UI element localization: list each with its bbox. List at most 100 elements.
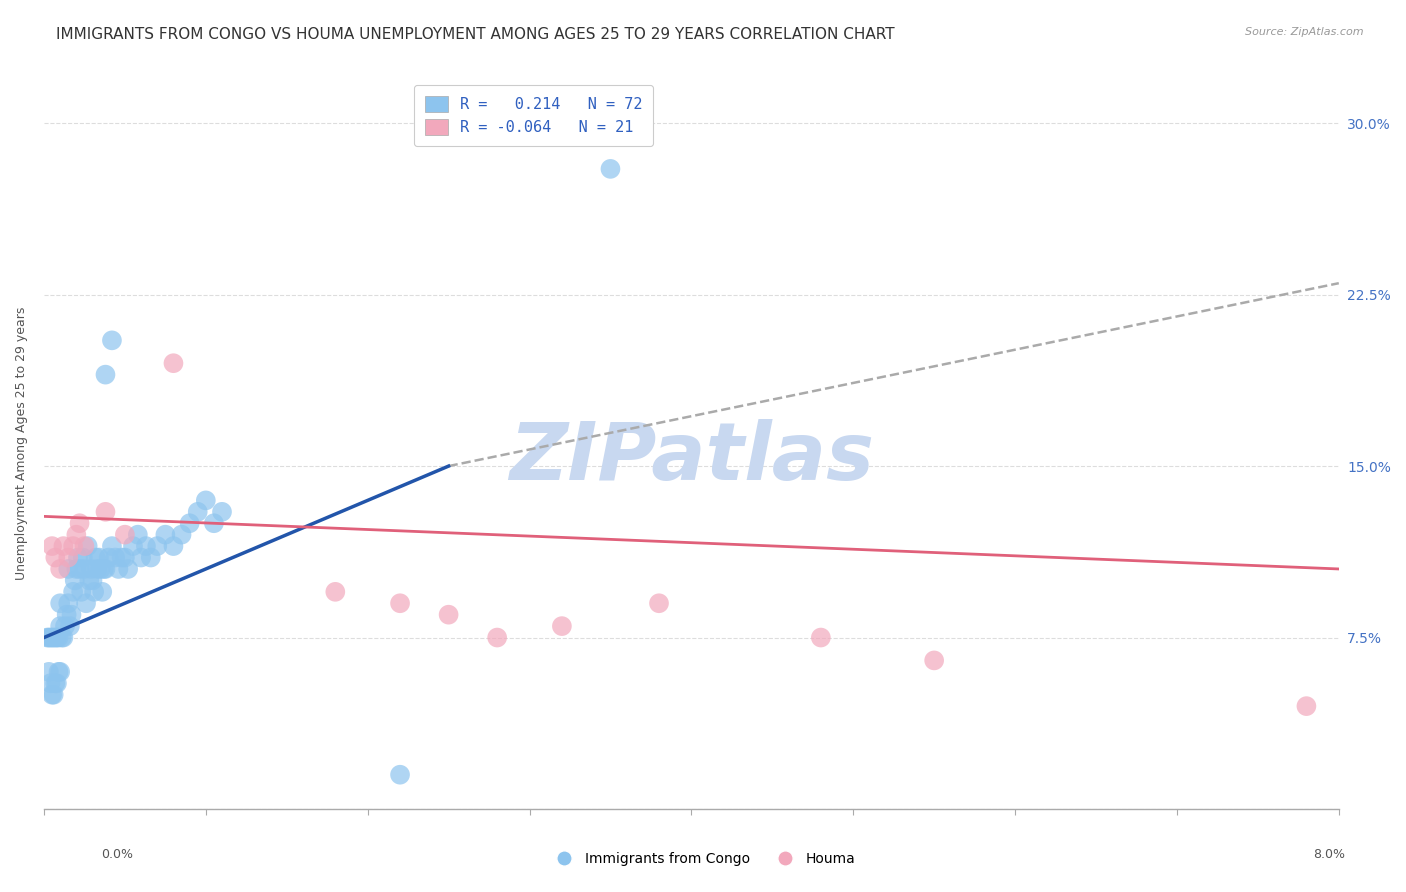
Point — [194, 493, 217, 508]
Point — [94, 368, 117, 382]
Point — [389, 596, 412, 610]
Legend: Immigrants from Congo, Houma: Immigrants from Congo, Houma — [546, 847, 860, 871]
Point — [82, 574, 104, 588]
Point — [114, 527, 136, 541]
Text: Source: ZipAtlas.com: Source: ZipAtlas.com — [1246, 27, 1364, 37]
Point — [93, 562, 115, 576]
Point — [63, 574, 86, 588]
Point — [65, 562, 87, 576]
Point — [179, 516, 201, 531]
Point — [58, 550, 80, 565]
Point — [48, 665, 70, 679]
Point — [38, 631, 60, 645]
Point — [87, 550, 110, 565]
Point — [49, 619, 72, 633]
Point — [52, 631, 75, 645]
Point — [90, 562, 112, 576]
Text: 0.0%: 0.0% — [101, 848, 132, 861]
Point — [69, 562, 91, 576]
Point — [48, 631, 70, 645]
Point — [94, 505, 117, 519]
Text: IMMIGRANTS FROM CONGO VS HOUMA UNEMPLOYMENT AMONG AGES 25 TO 29 YEARS CORRELATIO: IMMIGRANTS FROM CONGO VS HOUMA UNEMPLOYM… — [56, 27, 894, 42]
Point — [114, 550, 136, 565]
Point — [73, 539, 96, 553]
Point — [53, 619, 76, 633]
Point — [44, 550, 66, 565]
Point — [65, 527, 87, 541]
Point — [1295, 699, 1317, 714]
Point — [146, 539, 169, 553]
Point — [122, 539, 145, 553]
Y-axis label: Unemployment Among Ages 25 to 29 years: Unemployment Among Ages 25 to 29 years — [15, 307, 28, 580]
Point — [51, 631, 73, 645]
Point — [389, 768, 412, 782]
Point — [162, 356, 184, 370]
Point — [111, 550, 134, 565]
Point — [66, 550, 89, 565]
Point — [486, 631, 509, 645]
Point — [127, 527, 149, 541]
Point — [75, 596, 97, 610]
Point — [648, 596, 671, 610]
Text: 8.0%: 8.0% — [1313, 848, 1344, 861]
Point — [187, 505, 209, 519]
Point — [70, 584, 93, 599]
Point — [55, 607, 77, 622]
Point — [83, 584, 105, 599]
Point — [79, 574, 101, 588]
Point — [37, 631, 59, 645]
Point — [76, 539, 98, 553]
Point — [59, 619, 82, 633]
Point — [94, 562, 117, 576]
Point — [101, 539, 124, 553]
Point — [41, 631, 63, 645]
Point — [80, 562, 103, 576]
Point — [69, 516, 91, 531]
Point — [49, 596, 72, 610]
Point — [42, 631, 65, 645]
Point — [135, 539, 157, 553]
Point — [211, 505, 233, 519]
Point — [58, 562, 80, 576]
Point — [202, 516, 225, 531]
Point — [52, 539, 75, 553]
Point — [155, 527, 177, 541]
Legend: R =   0.214   N = 72, R = -0.064   N = 21: R = 0.214 N = 72, R = -0.064 N = 21 — [415, 85, 654, 146]
Point — [45, 676, 67, 690]
Text: ZIPatlas: ZIPatlas — [509, 419, 875, 497]
Point — [49, 562, 72, 576]
Point — [323, 584, 346, 599]
Point — [39, 676, 62, 690]
Point — [922, 653, 945, 667]
Point — [72, 550, 94, 565]
Point — [599, 161, 621, 176]
Point — [58, 596, 80, 610]
Point — [60, 607, 83, 622]
Point — [44, 631, 66, 645]
Point — [84, 550, 107, 565]
Point — [170, 527, 193, 541]
Point — [86, 562, 108, 576]
Point — [129, 550, 152, 565]
Point — [101, 334, 124, 348]
Point — [41, 688, 63, 702]
Point — [117, 562, 139, 576]
Point — [107, 562, 129, 576]
Point — [42, 688, 65, 702]
Point — [49, 665, 72, 679]
Point — [551, 619, 574, 633]
Point — [97, 550, 120, 565]
Point — [41, 539, 63, 553]
Point — [104, 550, 127, 565]
Point — [39, 631, 62, 645]
Point — [38, 665, 60, 679]
Point — [91, 584, 114, 599]
Point — [162, 539, 184, 553]
Point — [810, 631, 832, 645]
Point — [62, 539, 84, 553]
Point — [73, 562, 96, 576]
Point — [139, 550, 162, 565]
Point — [62, 584, 84, 599]
Point — [44, 676, 66, 690]
Point — [437, 607, 460, 622]
